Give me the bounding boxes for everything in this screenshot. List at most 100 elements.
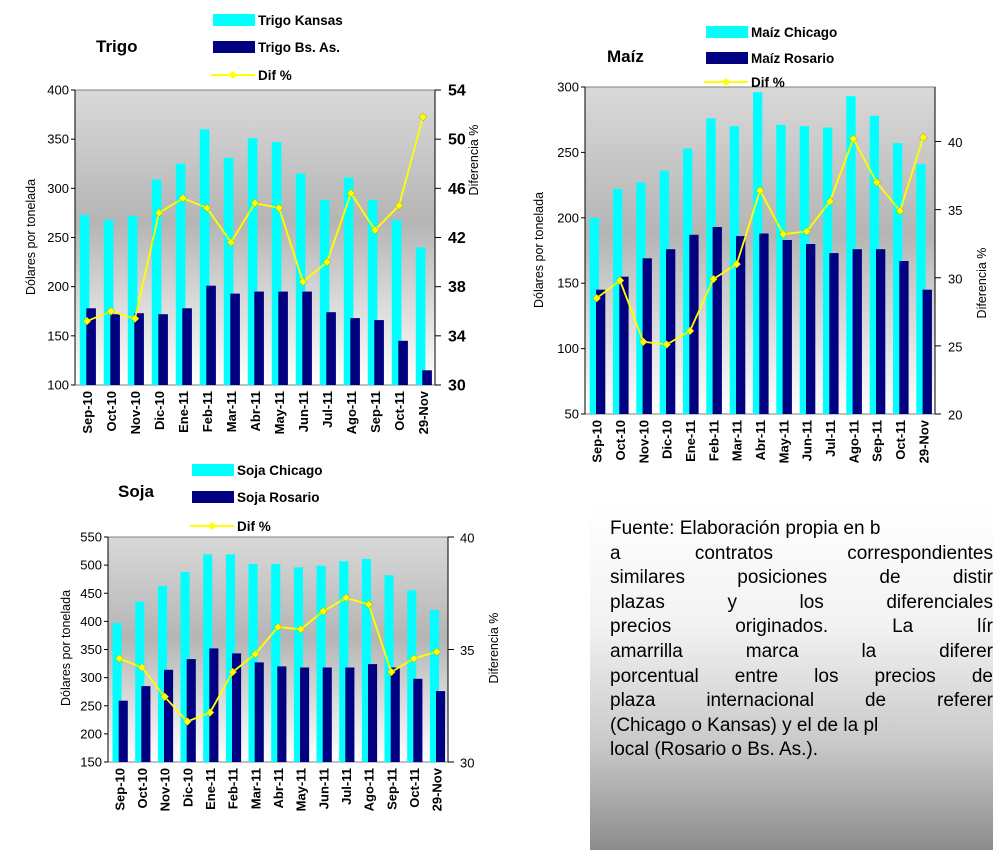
y-axis-title: Dólares por tonelada — [532, 192, 546, 308]
y2-tick-label: 40 — [460, 531, 474, 546]
dif-marker — [296, 624, 306, 634]
bar-international — [613, 189, 623, 414]
bar-international — [367, 200, 378, 385]
y-tick-label: 300 — [47, 181, 69, 196]
bar-local — [596, 289, 606, 414]
x-tick-label: Jun-11 — [316, 768, 331, 809]
x-tick-label: Ago-11 — [362, 768, 377, 811]
legend-label: Soja Chicago — [237, 463, 323, 478]
legend-label: Trigo Kansas — [258, 13, 343, 28]
y-tick-label: 200 — [557, 210, 579, 225]
note-line: (Chicago o Kansas) y el de la pl — [610, 714, 879, 736]
dif-marker — [82, 316, 92, 326]
y2-tick-label: 35 — [460, 643, 474, 658]
x-tick-label: Oct-11 — [392, 391, 407, 431]
dif-marker — [895, 206, 905, 216]
bar-international — [343, 177, 354, 385]
bar-international — [429, 610, 439, 762]
bar-international — [295, 173, 306, 385]
bar-international — [361, 558, 371, 762]
bar-local — [254, 291, 264, 385]
y-tick-label: 200 — [80, 726, 102, 741]
legend-label: Dif % — [237, 519, 271, 534]
dif-marker — [708, 274, 718, 284]
note-line: plaza internacional de referer — [610, 690, 993, 712]
bar-international — [799, 126, 809, 414]
bar-local — [712, 227, 722, 414]
y-tick-label: 350 — [47, 132, 69, 147]
bar-international — [199, 129, 210, 385]
bar-international — [293, 567, 303, 762]
y-tick-label: 150 — [47, 328, 69, 343]
dif-marker — [872, 178, 882, 187]
legend-swatch — [213, 41, 255, 53]
bar-international — [706, 118, 716, 415]
y-tick-label: 250 — [47, 230, 69, 245]
x-tick-label: Mar-11 — [248, 768, 263, 809]
bar-local — [345, 667, 355, 762]
y2-tick-label: 46 — [448, 181, 466, 198]
y2-tick-label: 30 — [460, 756, 474, 771]
chart-2: 150 200 250 300 350 400 450 500 550 30 35 40 Sep-10 O… — [59, 463, 501, 811]
bar-local — [642, 258, 652, 414]
y2-axis-title: Diferencia % — [487, 613, 501, 684]
note-line: Fuente: Elaboración propia en b — [610, 518, 881, 539]
bar-international — [823, 127, 833, 414]
bar-international — [753, 92, 763, 414]
y-tick-label: 500 — [80, 558, 102, 573]
bar-local — [278, 291, 288, 385]
bar-international — [112, 623, 122, 762]
bar-international — [916, 164, 926, 414]
x-tick-label: May-11 — [294, 768, 309, 811]
bar-international — [271, 142, 282, 385]
x-tick-label: Jul-11 — [320, 391, 335, 428]
x-tick-label: Mar-11 — [730, 420, 745, 461]
dif-marker — [250, 198, 260, 208]
dif-marker — [409, 654, 419, 663]
note-line: porcentual entre los precios de — [610, 665, 993, 687]
y2-tick-label: 35 — [948, 203, 962, 218]
legend-label: Trigo Bs. As. — [258, 40, 340, 55]
dif-marker — [370, 225, 380, 235]
bar-international — [247, 138, 258, 385]
x-tick-label: 29-Nov — [430, 767, 445, 811]
bar-international — [203, 554, 213, 762]
y-tick-label: 250 — [80, 698, 102, 713]
dif-marker — [318, 606, 328, 616]
bar-local — [134, 313, 144, 385]
y-axis-title: Dólares por tonelada — [24, 179, 38, 295]
bar-local — [436, 691, 446, 762]
x-tick-label: May-11 — [776, 420, 791, 463]
bar-international — [127, 215, 138, 385]
x-tick-label: Sep-10 — [112, 768, 127, 811]
bar-international — [384, 575, 394, 763]
bar-international — [589, 217, 599, 414]
dif-marker — [755, 186, 765, 195]
bar-international — [180, 571, 190, 762]
dif-marker — [154, 208, 164, 218]
x-tick-label: Ene-11 — [683, 420, 698, 462]
bar-international — [636, 182, 646, 414]
y-tick-label: 450 — [80, 586, 102, 601]
bar-international — [316, 565, 326, 762]
y-tick-label: 100 — [557, 341, 579, 356]
y-tick-label: 100 — [47, 378, 69, 393]
y2-tick-label: 25 — [948, 339, 962, 354]
y-tick-label: 350 — [80, 642, 102, 657]
bar-local — [422, 370, 432, 386]
bar-international — [319, 200, 330, 385]
dif-marker — [274, 203, 284, 213]
dif-marker — [802, 227, 812, 236]
x-tick-label: Nov-10 — [636, 420, 651, 463]
bar-international — [729, 126, 739, 414]
note-line: local (Rosario o Bs. As.). — [610, 739, 819, 761]
bar-international — [157, 585, 167, 762]
bar-international — [79, 214, 90, 385]
bar-international — [391, 219, 402, 385]
bar-local — [300, 667, 310, 762]
legend-label: Maíz Rosario — [751, 51, 834, 66]
x-tick-label: Feb-11 — [706, 420, 721, 461]
x-tick-label: Sep-10 — [590, 420, 605, 463]
bar-local — [350, 318, 360, 385]
bar-international — [223, 157, 234, 385]
